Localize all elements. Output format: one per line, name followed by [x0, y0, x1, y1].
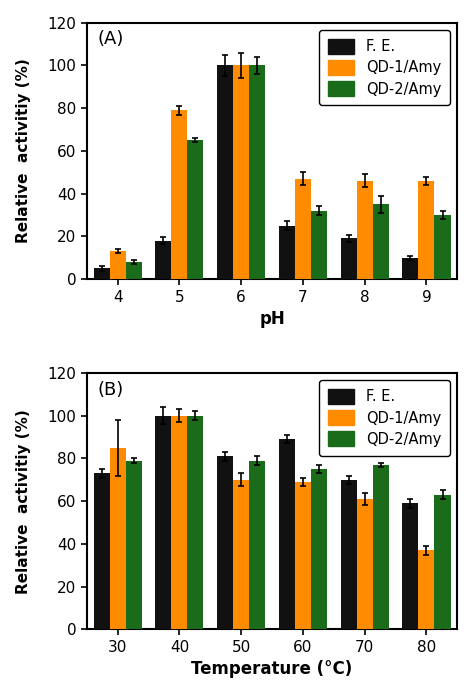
Bar — [126, 461, 142, 630]
Bar — [341, 238, 356, 279]
Bar — [233, 65, 249, 279]
Y-axis label: Relative  activitiy (%): Relative activitiy (%) — [16, 58, 31, 243]
Bar — [435, 215, 451, 279]
Bar — [373, 204, 389, 279]
Legend: F. E., QD-1/Amy, QD-2/Amy: F. E., QD-1/Amy, QD-2/Amy — [319, 30, 450, 106]
Bar — [172, 111, 187, 279]
Y-axis label: Relative  activitiy (%): Relative activitiy (%) — [16, 409, 31, 594]
Bar — [356, 499, 373, 630]
Bar — [233, 480, 249, 630]
Bar — [93, 473, 109, 630]
Bar — [295, 482, 311, 630]
Bar — [217, 457, 233, 630]
Bar — [419, 550, 435, 630]
Bar — [109, 448, 126, 630]
Bar — [155, 240, 172, 279]
Bar — [341, 480, 356, 630]
Bar — [187, 140, 203, 279]
Bar — [279, 226, 295, 279]
Bar — [279, 439, 295, 630]
Bar — [356, 181, 373, 279]
Legend: F. E., QD-1/Amy, QD-2/Amy: F. E., QD-1/Amy, QD-2/Amy — [319, 380, 450, 456]
Bar — [402, 258, 419, 279]
Bar — [93, 268, 109, 279]
Bar — [126, 262, 142, 279]
Bar — [249, 461, 265, 630]
Bar — [419, 181, 435, 279]
Bar — [172, 416, 187, 630]
Bar — [249, 65, 265, 279]
X-axis label: pH: pH — [259, 310, 285, 328]
Bar — [373, 465, 389, 630]
X-axis label: Temperature (°C): Temperature (°C) — [191, 660, 353, 678]
Bar — [311, 469, 327, 630]
Bar — [217, 65, 233, 279]
Bar — [187, 416, 203, 630]
Bar — [109, 252, 126, 279]
Bar — [155, 416, 172, 630]
Bar — [311, 211, 327, 279]
Text: (A): (A) — [98, 31, 124, 49]
Text: (B): (B) — [98, 381, 124, 399]
Bar — [295, 179, 311, 279]
Bar — [435, 495, 451, 630]
Bar — [402, 503, 419, 630]
